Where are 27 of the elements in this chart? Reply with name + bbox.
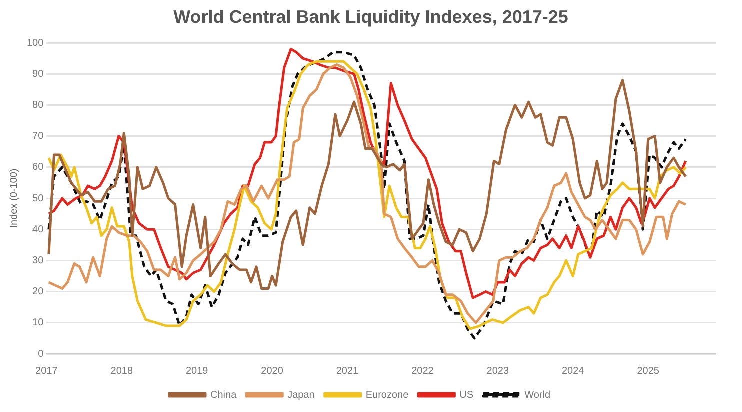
y-tick-label: 70 bbox=[32, 131, 44, 142]
y-tick-label: 50 bbox=[32, 193, 44, 204]
x-tick-label: 2023 bbox=[486, 366, 510, 377]
x-tick-label: 2017 bbox=[36, 366, 58, 377]
legend-label: Japan bbox=[288, 390, 315, 401]
y-tick-label: 30 bbox=[32, 255, 44, 266]
y-tick-label: 80 bbox=[32, 100, 44, 111]
y-tick-label: 60 bbox=[32, 162, 44, 174]
x-tick-label: 2024 bbox=[562, 366, 585, 377]
y-tick-label: 0 bbox=[38, 348, 44, 360]
chart-title: World Central Bank Liquidity Indexes, 2017-25 bbox=[172, 6, 570, 29]
x-tick-label: 2020 bbox=[261, 366, 284, 377]
x-tick-label: 2018 bbox=[110, 366, 134, 377]
x-tick-label: 2025 bbox=[637, 366, 660, 377]
legend-label: China bbox=[210, 390, 238, 401]
legend-label: Eurozone bbox=[366, 390, 410, 401]
y-tick-label: 90 bbox=[32, 68, 44, 80]
y-axis-title: Index (0-100) bbox=[8, 168, 20, 228]
x-tick-label: 2022 bbox=[412, 366, 434, 377]
y-tick-label: 40 bbox=[32, 224, 44, 236]
y-tick-label: 20 bbox=[32, 286, 44, 298]
legend-label: World bbox=[524, 390, 551, 401]
y-tick-label: 10 bbox=[32, 318, 44, 329]
x-tick-label: 2019 bbox=[186, 366, 209, 377]
legend-label: US bbox=[460, 390, 474, 401]
y-tick-label: 100 bbox=[26, 38, 44, 49]
x-tick-label: 2021 bbox=[336, 366, 360, 377]
